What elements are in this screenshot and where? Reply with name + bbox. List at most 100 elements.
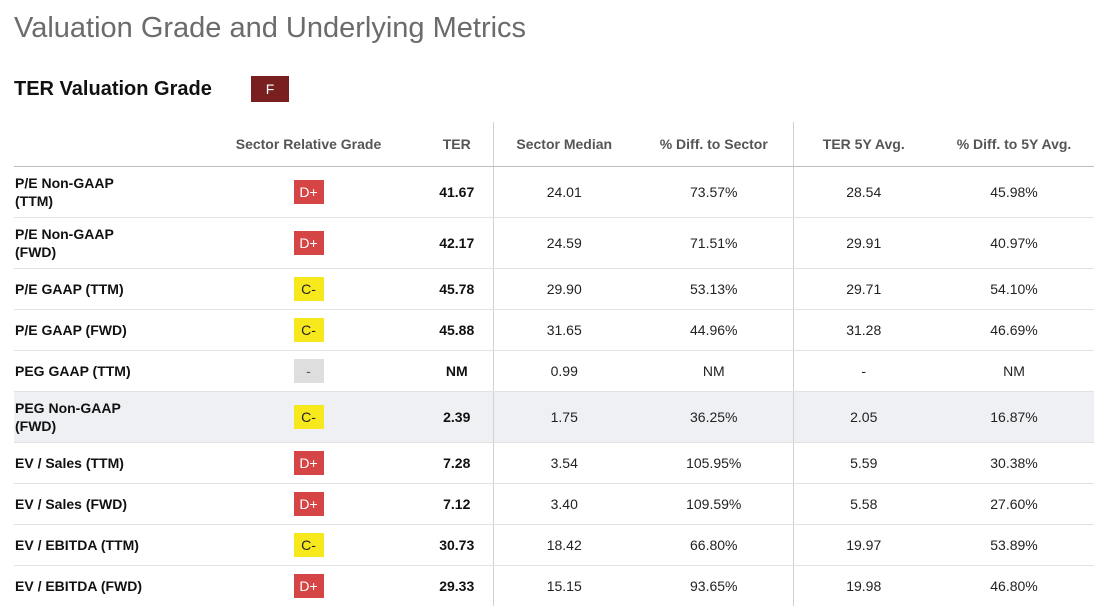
ter-5y-avg-value: 5.58 [793,483,934,525]
metric-label-line2: (FWD) [15,243,57,260]
ter-5y-avg-value: - [793,350,934,392]
ter-value: 7.28 [421,442,494,484]
sector-median-value: 18.42 [493,524,635,566]
metric-label: EV / EBITDA (TTM) [14,524,196,566]
grade-badge: D+ [293,491,324,516]
diff-to-5y-avg-value: NM [934,350,1094,392]
metric-label-line1: PEG GAAP (TTM) [15,362,131,379]
metric-label-line1: EV / EBITDA (TTM) [15,536,139,553]
header-sector-relative-grade[interactable]: Sector Relative Grade [196,122,421,167]
diff-to-5y-avg-value: 27.60% [934,483,1094,525]
diff-to-sector-value: 53.13% [635,268,794,310]
ter-5y-avg-value: 29.71 [793,268,934,310]
sector-median-value: 3.40 [493,483,635,525]
ter-value: 29.33 [421,565,494,606]
sector-relative-grade-cell: C- [196,268,421,310]
sector-relative-grade-cell: C- [196,309,421,351]
ter-5y-avg-value: 28.54 [793,166,934,218]
metric-label-line2: (TTM) [15,192,54,209]
sector-median-value: 31.65 [493,309,635,351]
sector-relative-grade-cell: D+ [196,483,421,525]
header-sector-median[interactable]: Sector Median [493,122,635,167]
metric-label: PEG GAAP (TTM) [14,350,196,392]
diff-to-5y-avg-value: 45.98% [934,166,1094,218]
grade-badge: C- [293,404,324,429]
sector-relative-grade-cell: D+ [196,442,421,484]
ter-5y-avg-value: 19.98 [793,565,934,606]
valuation-grade-title: TER Valuation Grade [14,77,212,100]
sector-relative-grade-cell: - [196,350,421,392]
sector-median-value: 3.54 [493,442,635,484]
header-diff-to-sector[interactable]: % Diff. to Sector [635,122,794,167]
ter-value: 41.67 [421,166,494,218]
sector-relative-grade-cell: D+ [196,565,421,606]
metric-label-line1: P/E GAAP (FWD) [15,321,127,338]
table-header-row: Sector Relative Grade TER Sector Median … [14,122,1094,167]
diff-to-5y-avg-value: 54.10% [934,268,1094,310]
metric-label: P/E Non-GAAP (FWD) [14,217,196,269]
ter-value: 45.88 [421,309,494,351]
table-row: P/E Non-GAAP (TTM) D+ 41.67 24.01 73.57% 28.54… [14,166,1094,218]
table-row: PEG GAAP (TTM) - NM 0.99 NM - NM [14,350,1094,392]
sector-relative-grade-cell: D+ [196,166,421,218]
ter-value: 2.39 [421,391,494,443]
table-body: P/E Non-GAAP (TTM) D+ 41.67 24.01 73.57% 28.54… [14,166,1094,606]
metric-label-line1: EV / Sales (FWD) [15,495,128,512]
grade-badge: D+ [293,573,324,598]
metric-label-line1: EV / Sales (TTM) [15,454,124,471]
table-row: EV / EBITDA (FWD) D+ 29.33 15.15 93.65% 19.98… [14,565,1094,606]
sector-median-value: 15.15 [493,565,635,606]
metric-label: EV / Sales (FWD) [14,483,196,525]
sector-relative-grade-cell: C- [196,391,421,443]
diff-to-5y-avg-value: 46.69% [934,309,1094,351]
valuation-grade-badge: F [251,76,289,102]
sector-median-value: 24.59 [493,217,635,269]
diff-to-5y-avg-value: 53.89% [934,524,1094,566]
table-row: P/E GAAP (TTM) C- 45.78 29.90 53.13% 29.71 54.… [14,268,1094,310]
grade-badge: C- [293,276,324,301]
table-row: EV / Sales (TTM) D+ 7.28 3.54 105.95% 5.59 30.… [14,442,1094,484]
sector-median-value: 24.01 [493,166,635,218]
table-row: EV / EBITDA (TTM) C- 30.73 18.42 66.80% 19.97… [14,524,1094,566]
ter-value: 45.78 [421,268,494,310]
header-ter-5y-avg[interactable]: TER 5Y Avg. [793,122,934,167]
diff-to-sector-value: 71.51% [635,217,794,269]
valuation-metrics-table: Sector Relative Grade TER Sector Median … [14,122,1094,606]
metric-label-line1: P/E GAAP (TTM) [15,280,124,297]
sector-relative-grade-cell: D+ [196,217,421,269]
metric-label: EV / Sales (TTM) [14,442,196,484]
diff-to-sector-value: 66.80% [635,524,794,566]
ter-5y-avg-value: 31.28 [793,309,934,351]
metric-label: EV / EBITDA (FWD) [14,565,196,606]
diff-to-sector-value: 36.25% [635,391,794,443]
ter-value: 7.12 [421,483,494,525]
grade-badge: D+ [293,179,324,204]
sector-median-value: 29.90 [493,268,635,310]
metric-label-line1: EV / EBITDA (FWD) [15,577,143,594]
grade-badge: C- [293,317,324,342]
diff-to-5y-avg-value: 16.87% [934,391,1094,443]
header-ter[interactable]: TER [421,122,494,167]
metric-label-line2: (FWD) [15,417,57,434]
grade-badge: D+ [293,450,324,475]
header-metric [14,122,196,167]
metric-label: P/E GAAP (TTM) [14,268,196,310]
valuation-grade-summary: TER Valuation Grade F [14,76,289,102]
sector-relative-grade-cell: C- [196,524,421,566]
sector-median-value: 0.99 [493,350,635,392]
diff-to-5y-avg-value: 46.80% [934,565,1094,606]
metric-label: PEG Non-GAAP (FWD) [14,391,196,443]
table-row: P/E Non-GAAP (FWD) D+ 42.17 24.59 71.51% 29.91… [14,217,1094,269]
metric-label: P/E GAAP (FWD) [14,309,196,351]
ter-value: 30.73 [421,524,494,566]
metric-label: P/E Non-GAAP (TTM) [14,166,196,218]
diff-to-sector-value: 105.95% [635,442,794,484]
grade-badge: D+ [293,230,324,255]
grade-badge: C- [293,532,324,557]
ter-5y-avg-value: 29.91 [793,217,934,269]
ter-5y-avg-value: 2.05 [793,391,934,443]
diff-to-5y-avg-value: 30.38% [934,442,1094,484]
table-row: EV / Sales (FWD) D+ 7.12 3.40 109.59% 5.58 27.… [14,483,1094,525]
ter-5y-avg-value: 5.59 [793,442,934,484]
header-diff-to-5y-avg[interactable]: % Diff. to 5Y Avg. [934,122,1094,167]
